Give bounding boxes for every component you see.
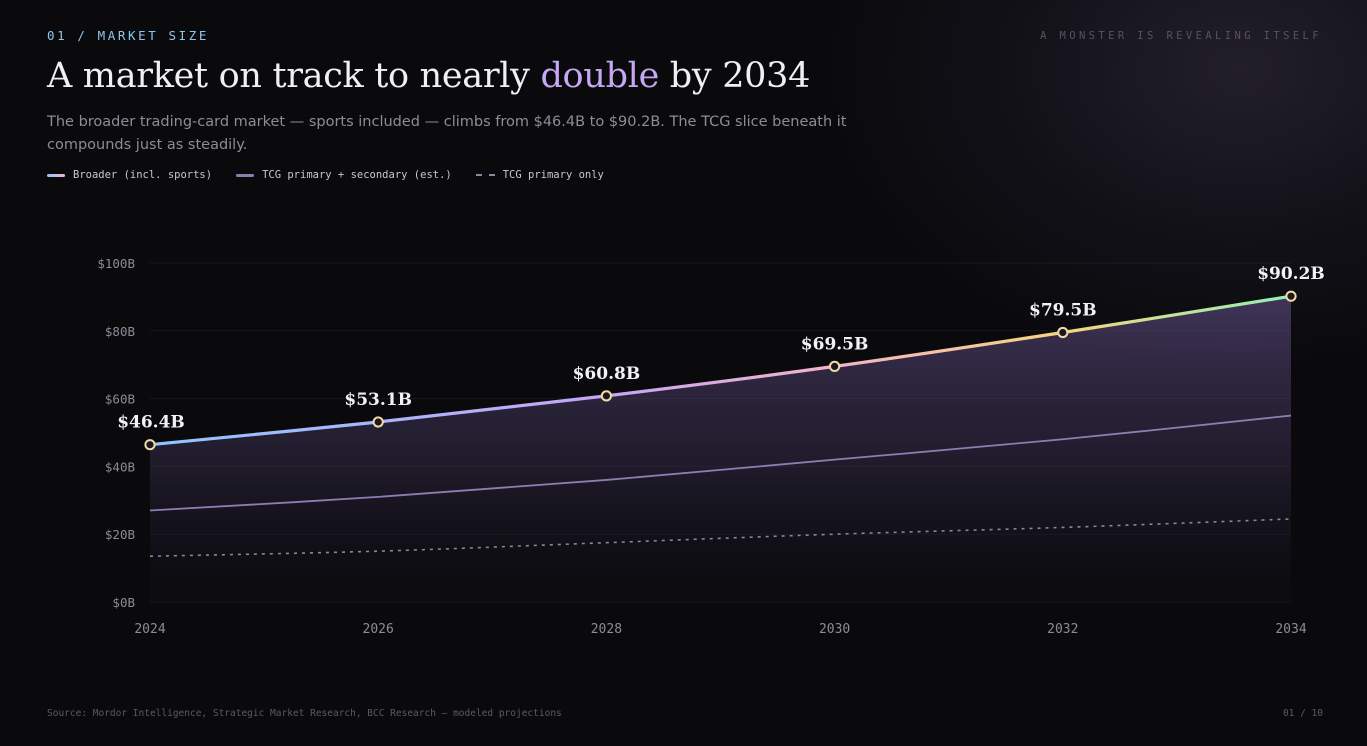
data-point-broader [372,416,384,428]
legend-swatch-solid [236,173,255,177]
data-point-broader [600,390,613,402]
x-tick-label: 2026 [363,622,394,637]
data-point-broader [144,439,156,451]
x-tick-label: 2028 [591,622,622,637]
legend-swatch-gradient [47,173,65,177]
legend-item-primary: TCG primary only [475,169,604,181]
y-tick-label: $80B [105,324,135,339]
source-note: Source: Mordor Intelligence, Strategic M… [47,708,562,719]
x-tick-label: 2034 [1275,622,1306,637]
legend-item-tcg: TCG primary + secondary (est.) [236,169,452,181]
legend-label-tcg: TCG primary + secondary (est.) [262,169,452,181]
y-tick-label: $100B [97,256,135,271]
data-label-broader: $60.8B [573,364,641,384]
data-label-broader: $69.5B [801,334,869,354]
x-tick-label: 2024 [134,622,165,637]
chart-legend: Broader (incl. sports) TCG primary + sec… [47,169,604,181]
slide-tagline: A MONSTER IS REVEALING ITSELF [1040,30,1322,42]
y-tick-label: $60B [105,392,135,407]
data-label-broader: $79.5B [1029,300,1097,320]
data-point-broader [829,360,841,372]
page-title: A market on track to nearly double by 20… [47,56,810,96]
legend-label-broader: Broader (incl. sports) [73,169,213,181]
series-line-broader [148,294,1293,447]
legend-label-primary: TCG primary only [502,169,604,181]
y-tick-label: $40B [105,459,135,474]
area-fill-broader [150,296,1291,602]
data-label-broader: $53.1B [344,390,412,410]
y-tick-label: $20B [105,527,135,542]
legend-swatch-dashed [475,174,495,176]
title-accent-word: double [540,56,659,96]
data-point-broader [1285,290,1297,302]
data-point-broader [1057,326,1069,339]
legend-item-broader: Broader (incl. sports) [47,169,212,181]
page-subtitle: The broader trading-card market — sports… [47,114,847,153]
title-text-start: A market on track to nearly [47,56,541,96]
data-label-broader: $46.4B [117,413,185,433]
x-tick-label: 2032 [1047,622,1078,637]
y-tick-label: $0B [112,595,135,610]
series-line-tcg [149,414,1292,512]
page-number: 01 / 10 [1282,708,1323,719]
series-line-primary [149,518,1292,558]
data-label-broader: $90.2B [1257,264,1325,284]
title-text-end: by 2034 [658,56,811,96]
x-tick-label: 2030 [819,622,850,637]
section-kicker: 01 / MARKET SIZE [47,28,210,43]
